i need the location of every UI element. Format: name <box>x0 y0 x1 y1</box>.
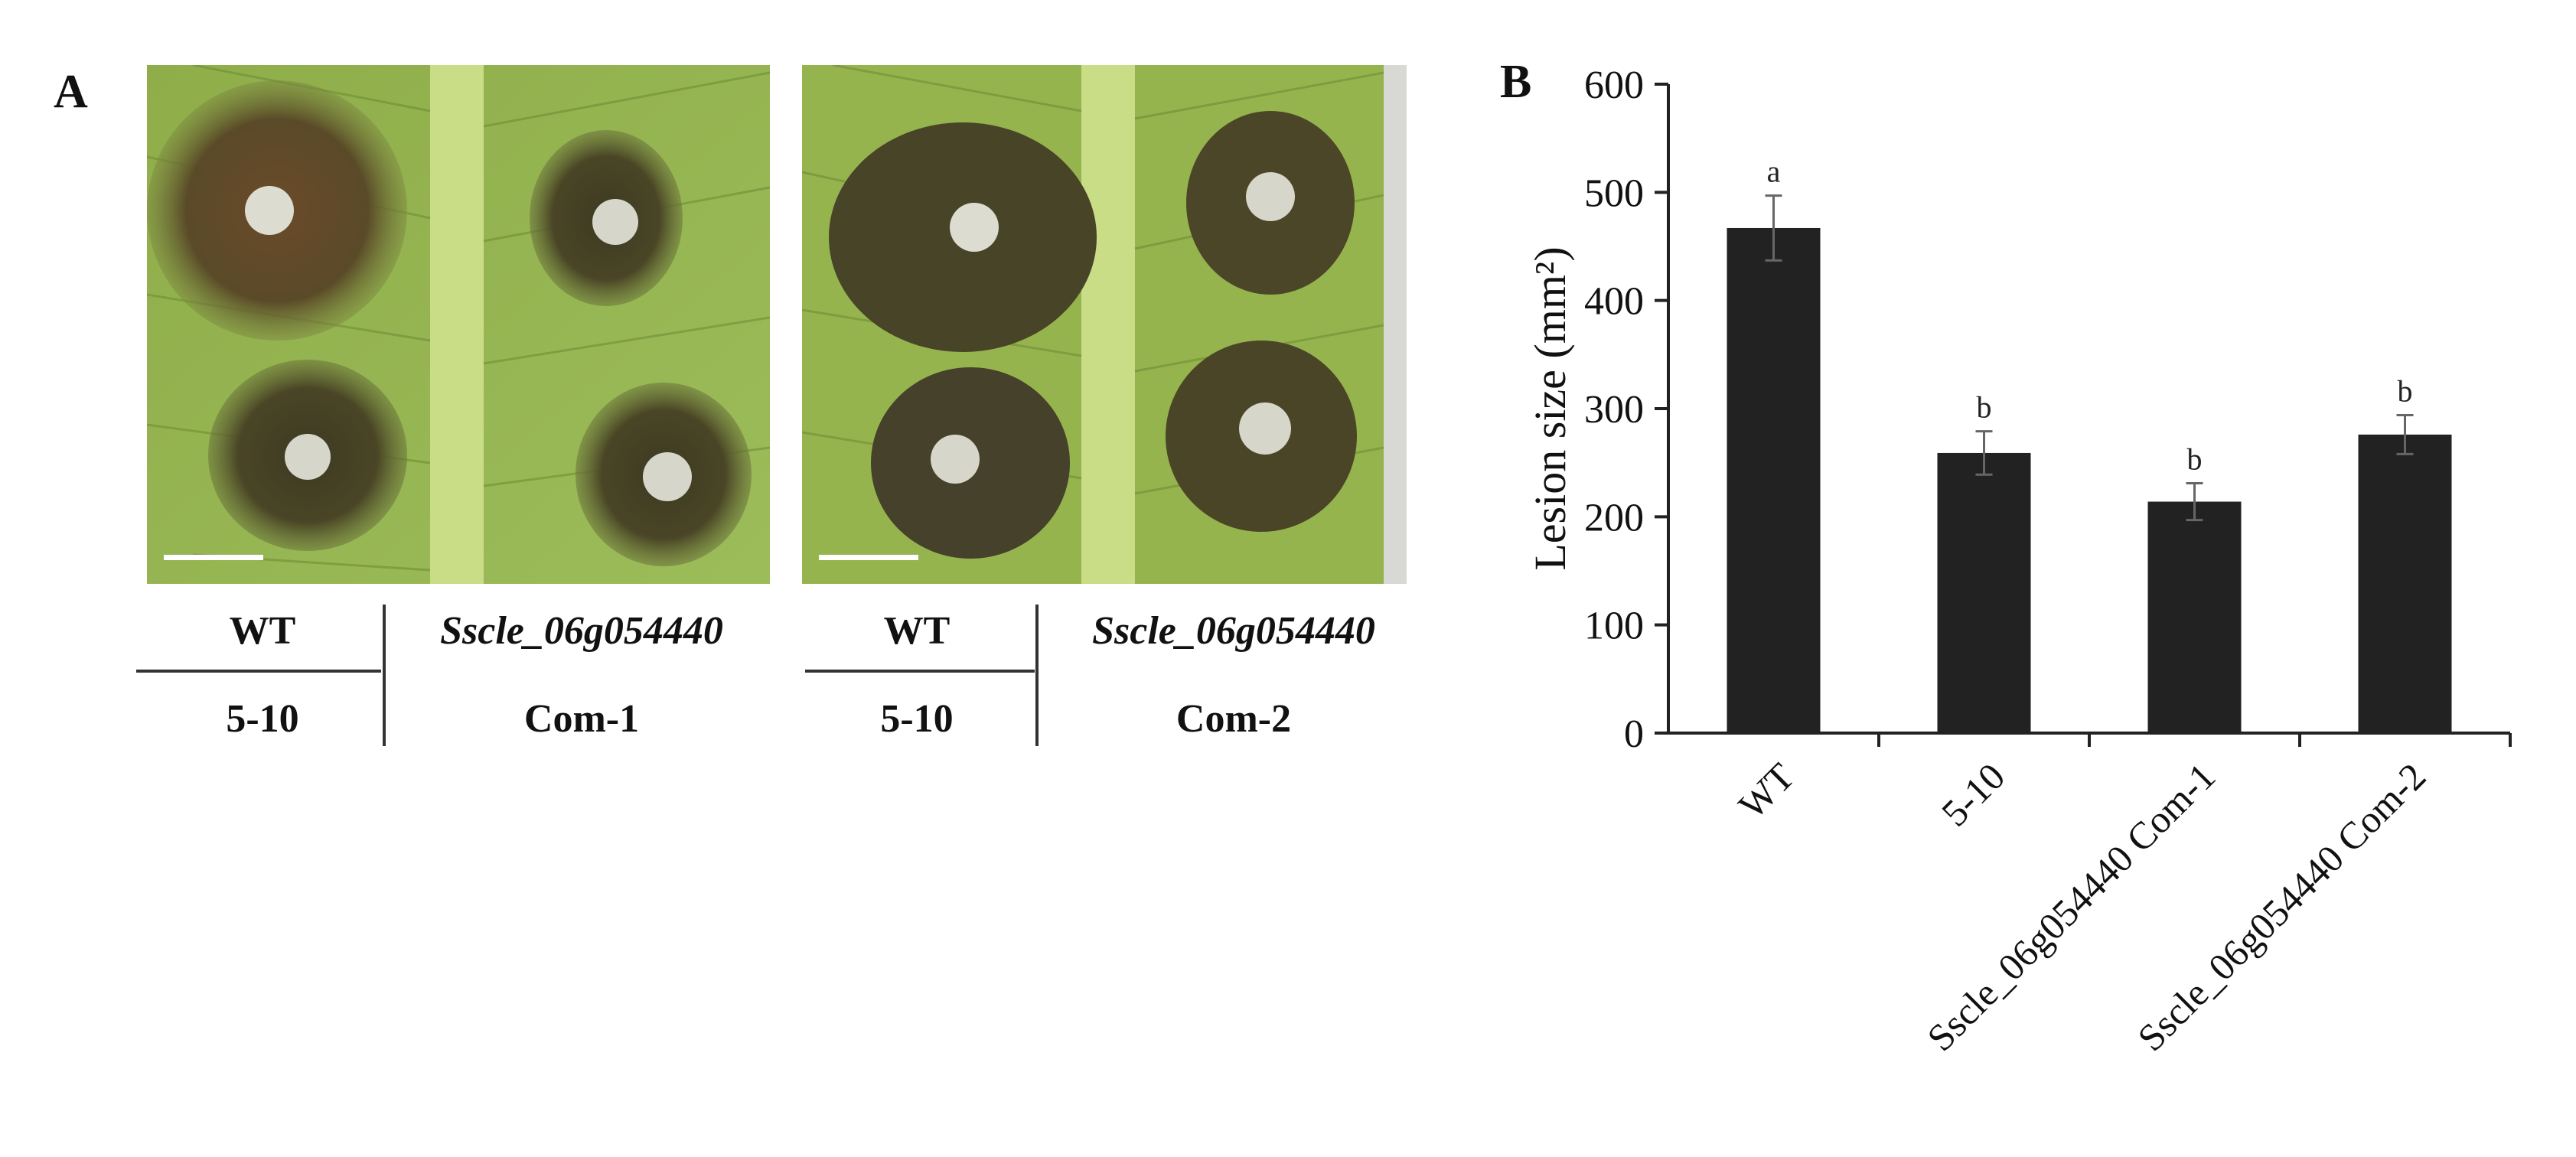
y-tick-label: 300 <box>1584 388 1644 432</box>
bar <box>2147 501 2242 733</box>
photo-2-vertical-rule <box>1035 605 1039 746</box>
y-tick-label: 0 <box>1624 712 1644 756</box>
y-tick-label: 400 <box>1584 280 1644 324</box>
y-tick-label: 100 <box>1584 605 1644 648</box>
x-tick-label: WT <box>1730 754 1803 827</box>
x-tick-label: 5-10 <box>1933 754 2013 834</box>
panel-a-letter: A <box>54 66 88 118</box>
bar <box>1727 227 1821 733</box>
significance-label: a <box>1767 155 1781 189</box>
y-tick-label: 200 <box>1584 496 1644 539</box>
y-tick-label: 500 <box>1584 171 1644 215</box>
bar <box>1937 452 2031 733</box>
bar <box>2358 434 2452 733</box>
photo-2-mutant-label: 5-10 <box>880 697 954 741</box>
y-axis-label: Lesion size (mm²) <box>1525 246 1575 570</box>
panel-b-letter: B <box>1500 56 1532 108</box>
lesion-size-bar-chart: 0 100 200 300 400 500 600 Lesion size (mm²) a WT b… <box>1525 64 2512 1059</box>
photo-1-gene-label: Sscle_06g054440 <box>440 609 723 653</box>
photo-1-horizontal-rule <box>136 670 381 673</box>
photo-2-horizontal-rule <box>805 670 1035 673</box>
photo-1-mutant-label: 5-10 <box>226 697 299 741</box>
significance-label: b <box>2187 442 2203 477</box>
y-tick-label: 600 <box>1584 64 1644 107</box>
photo-1-vertical-rule <box>383 605 386 746</box>
photo-1-complement-label: Com-1 <box>523 697 640 741</box>
photo-1-wt-label: WT <box>229 609 296 653</box>
photo-2-gene-label: Sscle_06g054440 <box>1092 609 1375 653</box>
significance-label: b <box>1977 390 1992 425</box>
photo-2-wt-label: WT <box>883 609 951 653</box>
leaf-photo-2 <box>802 65 1407 584</box>
significance-label: b <box>2398 373 2413 408</box>
photo-2-complement-label: Com-2 <box>1176 697 1292 741</box>
leaf-photo-1 <box>147 65 770 584</box>
